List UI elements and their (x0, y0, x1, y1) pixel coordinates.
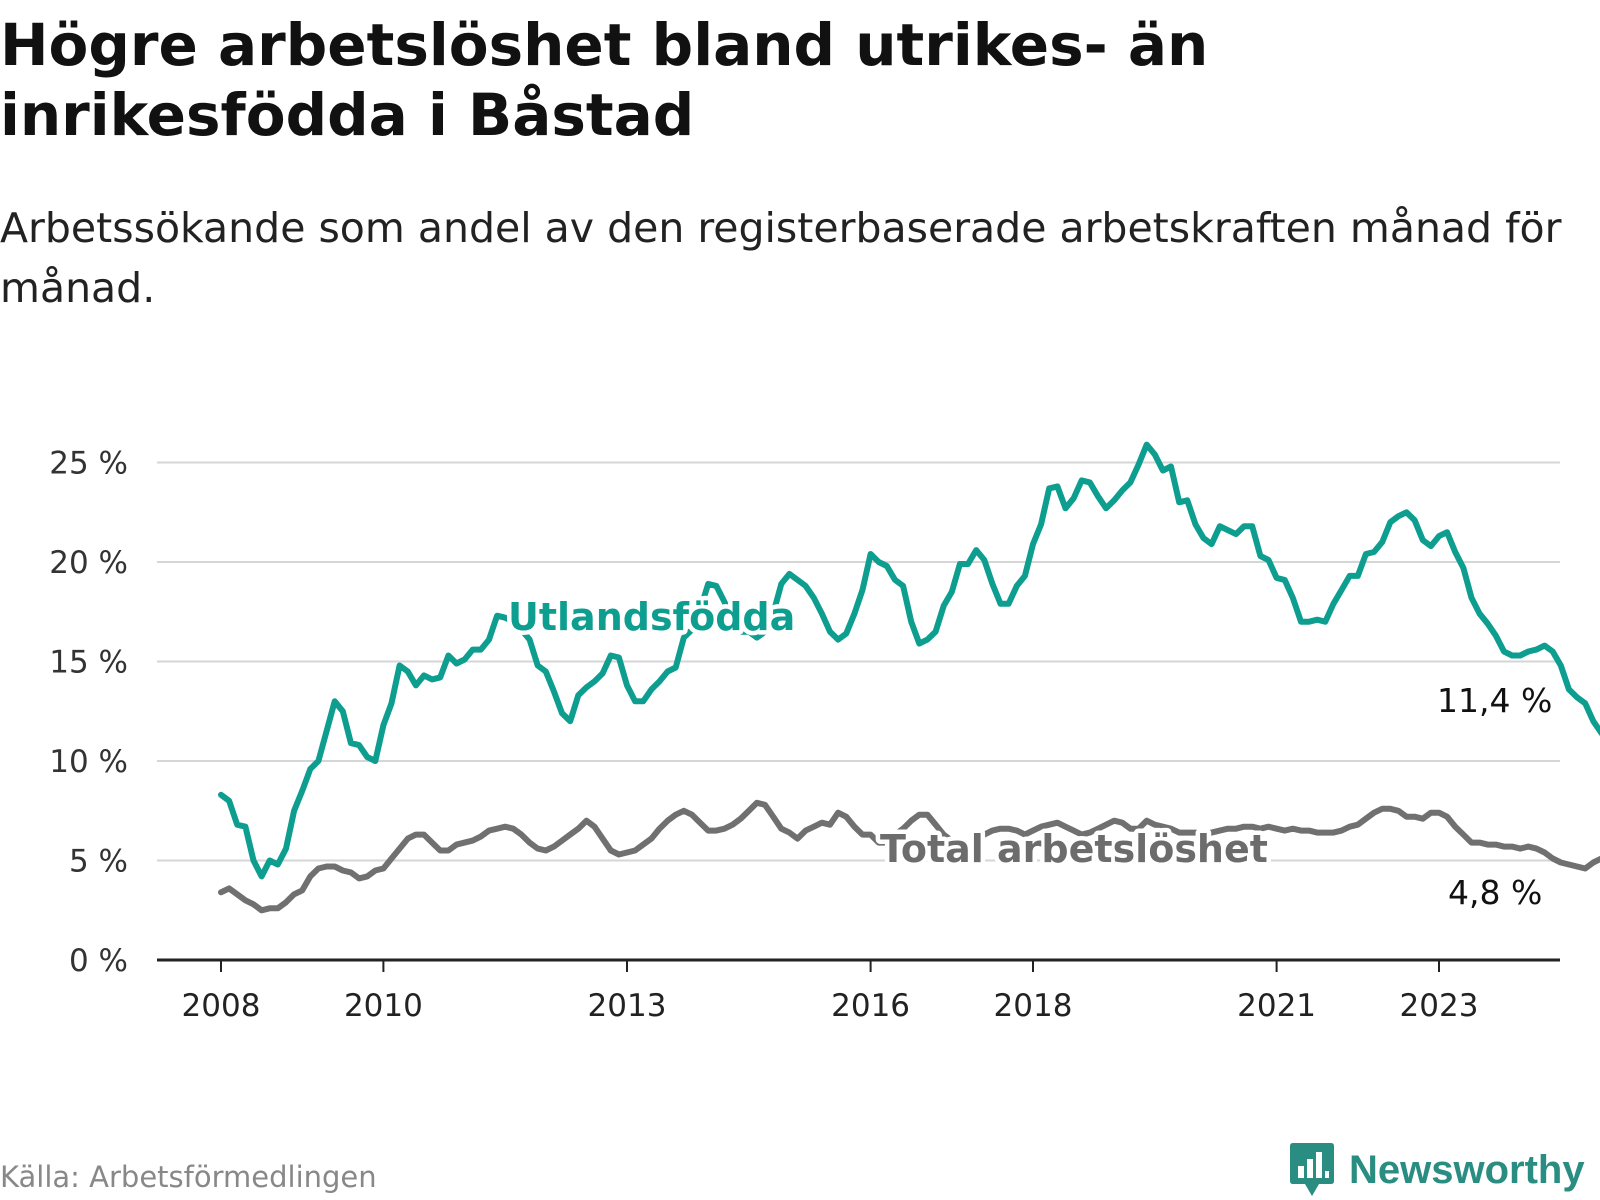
x-tick-label: 2013 (588, 988, 667, 1024)
foreign-born-series-label: Utlandsfödda (508, 595, 795, 639)
newsworthy-logo-icon (1290, 1143, 1334, 1196)
x-tick-label: 2018 (994, 988, 1073, 1024)
x-axis: 2008 2010 2013 2016 2018 2021 2023 (157, 958, 1560, 1024)
series-labels: Utlandsfödda Total arbetslöshet 11,4 % 4,8 … (504, 591, 1556, 916)
x-tick-label: 2008 (182, 988, 261, 1024)
chart-subtitle: Arbetssökande som andel av den registerb… (0, 204, 1562, 312)
chart-title: Högre arbetslöshet bland utrikes- än inr… (0, 11, 1209, 149)
y-tick-label: 25 % (49, 446, 128, 482)
total-unemployment-line (218, 799, 1600, 914)
y-tick-label: 5 % (69, 844, 128, 880)
series-lines (218, 441, 1600, 914)
foreign-born-end-label: 11,4 % (1437, 681, 1552, 720)
total-end-label: 4,8 % (1448, 873, 1542, 912)
source-note: Källa: Arbetsförmedlingen (0, 1160, 377, 1194)
brand-logo: Newsworthy (1289, 1140, 1585, 1200)
y-tick-label: 0 % (69, 943, 128, 979)
y-axis-tick-labels: 0 % 5 % 10 % 15 % 20 % 25 % (49, 446, 128, 980)
y-tick-label: 15 % (49, 645, 128, 681)
brand-name: Newsworthy (1349, 1147, 1585, 1192)
x-tick-label: 2021 (1237, 988, 1316, 1024)
x-tick-label: 2016 (831, 988, 910, 1024)
gridlines (157, 461, 1560, 862)
x-tick-label: 2010 (344, 988, 423, 1024)
total-series-label: Total arbetslöshet (880, 827, 1268, 871)
y-tick-label: 10 % (49, 744, 128, 780)
x-tick-label: 2023 (1400, 988, 1479, 1024)
foreign-born-line (218, 441, 1600, 880)
y-tick-label: 20 % (49, 545, 128, 581)
